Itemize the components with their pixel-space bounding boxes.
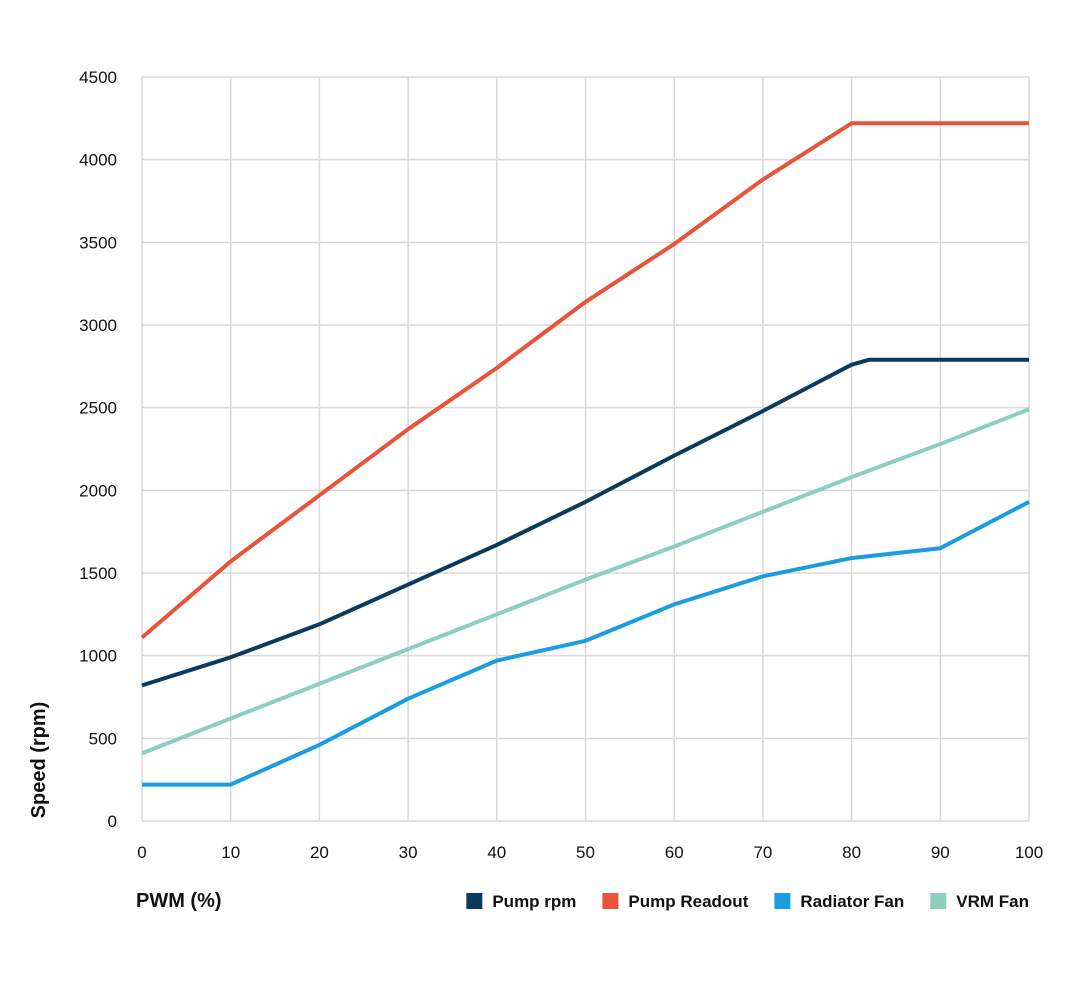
series-line-pump-readout bbox=[140, 121, 1029, 640]
x-axis-ticks: 0 10 20 30 40 50 60 70 80 90 100 bbox=[137, 843, 1043, 862]
series-line-pump-rpm bbox=[141, 357, 1029, 688]
y-tick-label: 3500 bbox=[79, 233, 117, 252]
x-tick-label: 80 bbox=[842, 843, 861, 862]
legend-swatch bbox=[774, 893, 791, 909]
y-axis-ticks: 0 500 1000 1500 2000 2500 3000 3500 4000 4500 bbox=[79, 68, 117, 831]
x-tick-label: 30 bbox=[399, 843, 418, 862]
y-tick-label: 1000 bbox=[79, 647, 117, 666]
legend-item: VRM Fan bbox=[930, 892, 1029, 911]
y-tick-label: 500 bbox=[89, 729, 117, 748]
y-tick-label: 0 bbox=[108, 812, 117, 831]
x-tick-label: 50 bbox=[576, 843, 595, 862]
y-tick-label: 4500 bbox=[79, 68, 117, 87]
x-tick-label: 20 bbox=[310, 843, 329, 862]
x-tick-label: 60 bbox=[665, 843, 684, 862]
legend-label: Radiator Fan bbox=[800, 892, 904, 911]
y-tick-label: 2500 bbox=[79, 399, 117, 418]
legend-swatch bbox=[930, 893, 947, 909]
legend-item: Radiator Fan bbox=[774, 892, 904, 911]
x-tick-label: 70 bbox=[753, 843, 772, 862]
x-axis-title: PWM (%) bbox=[136, 890, 222, 912]
y-tick-label: 3000 bbox=[79, 316, 117, 335]
chart-legend: Pump rpm Pump Readout Radiator Fan VRM Fan bbox=[466, 892, 1029, 911]
legend-item: Pump rpm bbox=[466, 892, 576, 911]
y-axis-title: Speed (rpm) bbox=[28, 702, 50, 819]
legend-label: Pump Readout bbox=[628, 892, 748, 911]
legend-label: Pump rpm bbox=[492, 892, 576, 911]
series-line-radiator-fan bbox=[142, 500, 1030, 787]
y-tick-label: 1500 bbox=[79, 564, 117, 583]
legend-label: VRM Fan bbox=[956, 892, 1029, 911]
legend-swatch bbox=[466, 893, 483, 909]
y-tick-label: 4000 bbox=[79, 151, 117, 170]
x-tick-label: 10 bbox=[221, 843, 240, 862]
x-tick-label: 100 bbox=[1015, 843, 1043, 862]
x-tick-label: 0 bbox=[137, 843, 146, 862]
x-tick-label: 40 bbox=[487, 843, 506, 862]
series-line-vrm-fan bbox=[141, 407, 1030, 756]
chart-grid bbox=[141, 76, 1030, 822]
chart-series bbox=[140, 121, 1030, 787]
legend-swatch bbox=[602, 893, 619, 909]
x-tick-label: 90 bbox=[931, 843, 950, 862]
y-tick-label: 2000 bbox=[79, 481, 117, 500]
legend-item: Pump Readout bbox=[602, 892, 749, 911]
